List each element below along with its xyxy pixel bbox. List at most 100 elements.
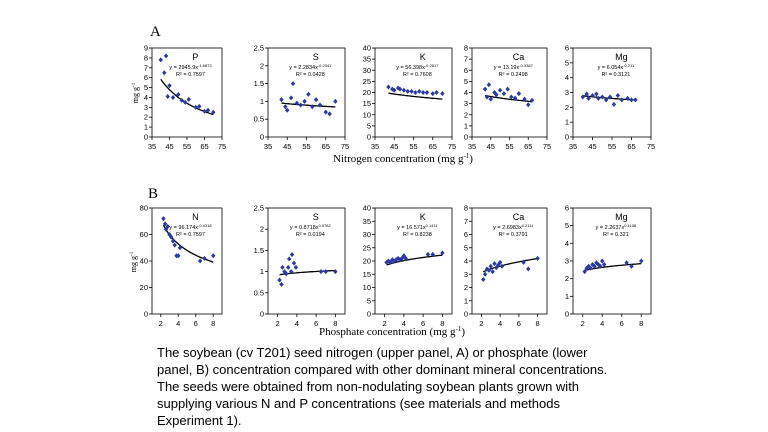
data-point — [586, 263, 591, 269]
y-tick-label: 8 — [144, 53, 148, 62]
data-point — [386, 84, 391, 90]
y-tick-label: 7 — [464, 217, 468, 226]
y-tick-label: 6 — [464, 230, 468, 239]
data-point — [288, 269, 294, 275]
data-point — [586, 95, 591, 101]
y-tick-label: 4 — [464, 88, 468, 97]
x-tick-label: 8 — [333, 319, 337, 328]
data-point — [619, 97, 624, 103]
data-point — [596, 95, 601, 101]
data-point — [482, 86, 488, 92]
data-point — [490, 269, 495, 275]
data-point — [288, 95, 294, 101]
x-tick-label: 8 — [639, 319, 643, 328]
y-tick-label: 60 — [140, 230, 148, 239]
y-tick-label: 9 — [144, 44, 148, 53]
plot-frame — [572, 47, 652, 138]
equation-exponent: -0.211 — [623, 63, 635, 68]
series-title: K — [420, 52, 426, 62]
data-point — [596, 262, 601, 268]
y-tick-label: 5 — [144, 83, 148, 92]
x-tick-label: 2 — [479, 319, 483, 328]
data-point — [440, 250, 445, 256]
x-axis-label: Phosphate concentration (mg g-1) — [319, 325, 465, 338]
y-tick-label: 5 — [367, 121, 371, 130]
data-point — [600, 94, 605, 100]
x-tick-label: 4 — [176, 319, 180, 328]
series-title: Ca — [513, 52, 525, 62]
data-point — [197, 103, 202, 109]
x-tick-label: 2 — [581, 319, 585, 328]
data-point — [522, 96, 527, 102]
y-tick-label: 2 — [260, 225, 264, 234]
data-point — [509, 94, 514, 100]
x-axis-label-sup: -1 — [456, 325, 462, 333]
y-tick-label: 0 — [144, 133, 148, 142]
data-point — [318, 269, 324, 275]
panel-label-b: B — [148, 186, 158, 202]
data-point — [535, 255, 540, 261]
data-point — [176, 91, 181, 97]
data-point — [512, 95, 518, 101]
data-point — [499, 263, 505, 269]
data-point — [205, 107, 211, 113]
data-point — [279, 281, 284, 287]
equation-label: y = 16.571x0.1411 — [397, 223, 438, 231]
data-point — [594, 91, 599, 97]
data-point — [310, 104, 315, 110]
y-tick-label: 6 — [144, 73, 148, 82]
series-title: S — [313, 212, 319, 222]
data-point — [333, 269, 338, 275]
caption-line: The seeds were obtained from non-nodulat… — [157, 379, 580, 394]
y-tick-label: 2 — [464, 110, 468, 119]
r-squared-label: R² = 0.3791 — [499, 232, 528, 238]
y-axis-label-sup: -1 — [130, 251, 135, 256]
y-tick-label: 1 — [260, 97, 264, 106]
data-point — [521, 259, 526, 265]
data-point — [290, 81, 296, 87]
data-point — [580, 94, 585, 100]
data-point — [172, 242, 177, 248]
x-axis-label: Nitrogen concentration (mg g-1) — [333, 152, 473, 165]
data-point — [317, 102, 323, 108]
data-point — [294, 100, 300, 106]
data-point — [629, 97, 634, 103]
data-point — [277, 277, 282, 283]
y-tick-label: 35 — [363, 55, 371, 64]
x-tick-label: 45 — [283, 142, 291, 151]
data-point — [420, 90, 426, 95]
y-tick-label: 0.5 — [254, 115, 264, 124]
equation-label: y = 96.174x-0.4318 — [169, 223, 212, 231]
data-point — [409, 88, 414, 94]
data-point — [289, 252, 295, 258]
x-tick-label: 35 — [371, 142, 379, 151]
y-tick-label: 35 — [363, 217, 371, 226]
data-point — [183, 99, 188, 105]
equation-exponent: -0.2817 — [425, 63, 439, 68]
y-tick-label: 0 — [464, 133, 468, 142]
series-title: Ca — [513, 212, 525, 222]
equation-exponent: 0.1108 — [624, 223, 637, 228]
equation-label: y = 56.398x-0.2817 — [396, 63, 439, 71]
x-tick-label: 75 — [448, 142, 456, 151]
data-point — [588, 265, 593, 271]
equation-label: y = 13.19x-0.3387 — [494, 63, 534, 71]
data-point — [298, 102, 303, 108]
equation-exponent: -0.4318 — [198, 223, 212, 228]
y-tick-label: 2 — [144, 113, 148, 122]
x-tick-label: 4 — [402, 319, 406, 328]
data-point — [333, 98, 338, 104]
data-point — [488, 96, 493, 102]
data-point — [401, 87, 407, 93]
data-point — [165, 224, 170, 230]
caption-line: The soybean (cv T201) seed nitrogen (upp… — [157, 345, 588, 360]
data-point — [177, 245, 183, 251]
y-tick-label: 1.5 — [254, 79, 264, 88]
data-point — [430, 91, 435, 97]
x-tick-label: 6 — [314, 319, 318, 328]
x-tick-label: 8 — [211, 319, 215, 328]
r-squared-label: R² = 0.7597 — [176, 72, 205, 78]
x-tick-label: 55 — [183, 142, 191, 151]
equation-exponent: -0.3387 — [519, 63, 533, 68]
